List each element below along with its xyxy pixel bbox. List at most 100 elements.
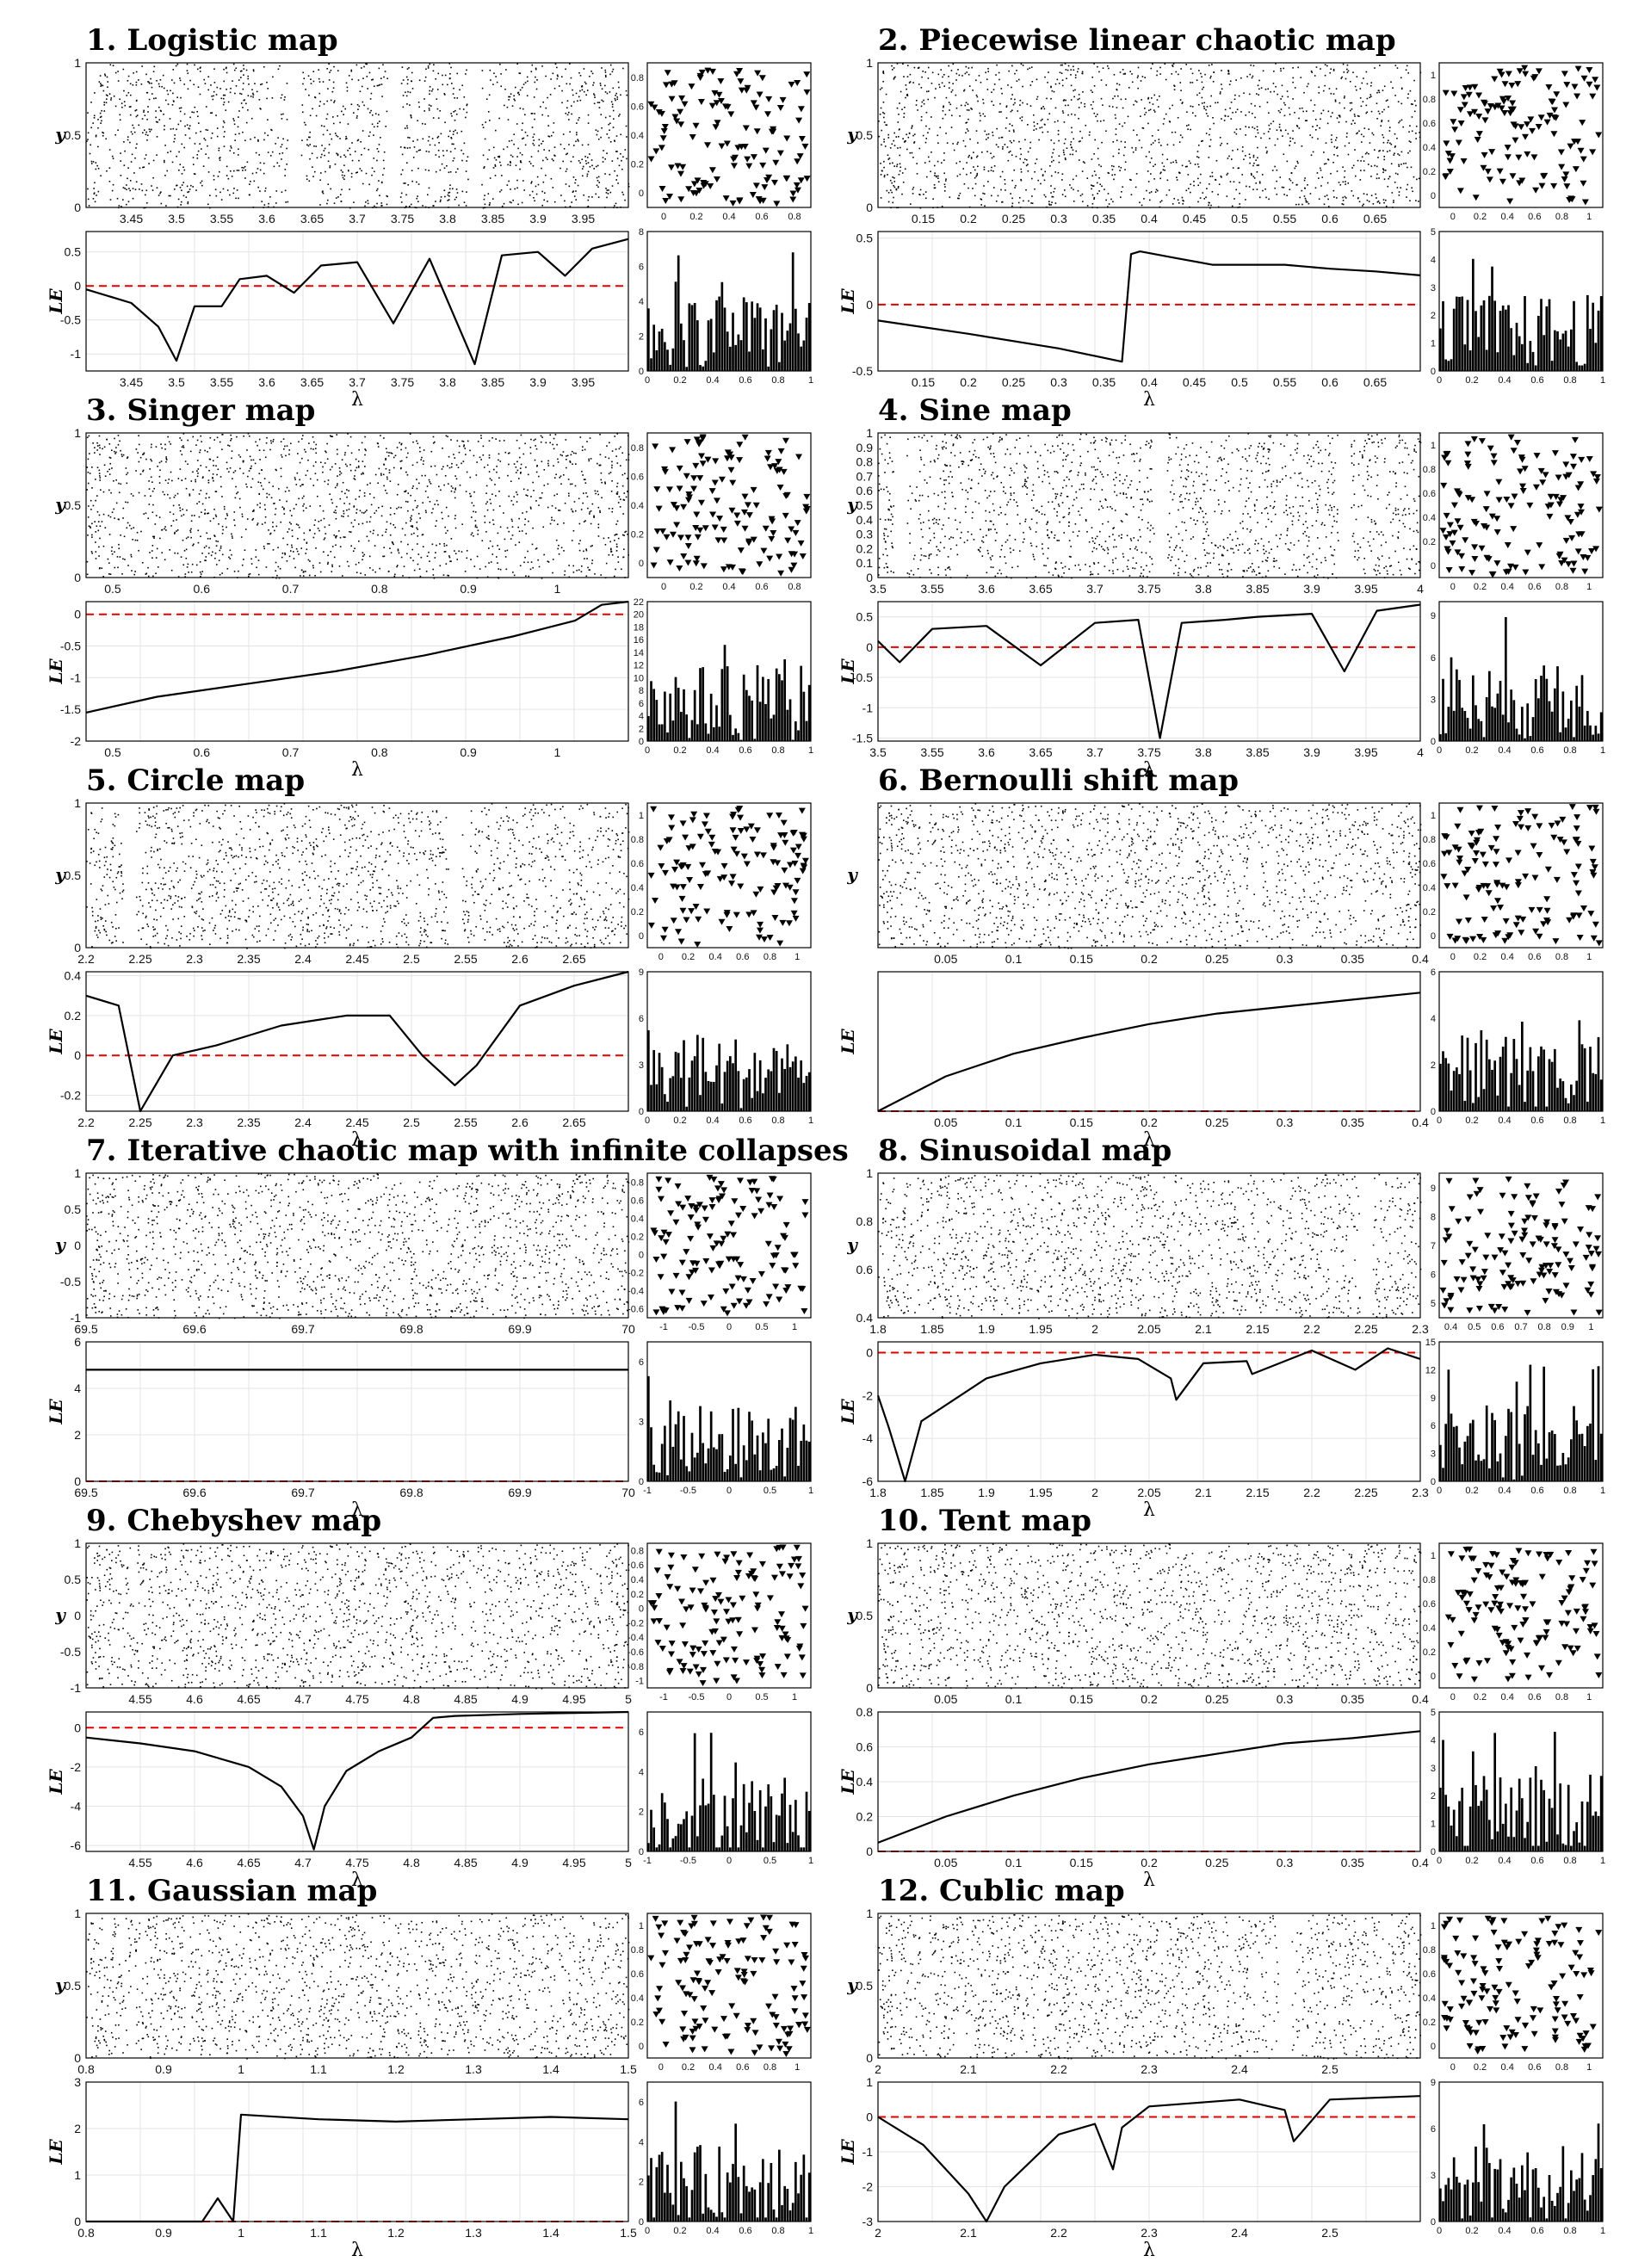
bifurcation-point bbox=[937, 181, 940, 182]
bifurcation-point bbox=[568, 565, 570, 566]
bifurcation-point bbox=[355, 509, 358, 510]
bifurcation-point bbox=[572, 176, 575, 178]
bifurcation-point bbox=[301, 438, 303, 440]
bifurcation-point bbox=[461, 130, 463, 133]
bifurcation-point bbox=[974, 195, 976, 197]
bifurcation-point bbox=[172, 127, 175, 130]
bifurcation-point bbox=[326, 442, 328, 445]
scatter-point bbox=[793, 182, 801, 188]
bifurcation-point bbox=[488, 120, 491, 121]
bifurcation-point bbox=[560, 483, 562, 485]
bifurcation-point bbox=[407, 78, 409, 81]
bifurcation-point bbox=[305, 553, 307, 554]
bifurcation-point bbox=[1304, 120, 1307, 121]
bifurcation-point bbox=[380, 202, 383, 204]
scatter-frame bbox=[1438, 62, 1604, 208]
bifurcation-point bbox=[436, 89, 439, 90]
bifurcation-point bbox=[1015, 155, 1017, 158]
bifurcation-point bbox=[1301, 203, 1303, 206]
histogram-bar bbox=[1575, 362, 1579, 371]
bifurcation-point bbox=[160, 443, 162, 445]
bifurcation-point bbox=[1022, 65, 1024, 66]
bifurcation-point bbox=[1400, 187, 1402, 188]
bifurcation-point bbox=[207, 89, 209, 91]
bifurcation-point bbox=[986, 78, 988, 81]
scatter-point bbox=[1586, 66, 1593, 73]
bifurcation-point bbox=[312, 448, 314, 450]
histogram-bar bbox=[1477, 337, 1481, 371]
panel-title: 1. Logistic map bbox=[86, 23, 338, 58]
bifurcation-point bbox=[611, 464, 613, 467]
bifurcation-point bbox=[111, 546, 113, 548]
bifurcation-point bbox=[1051, 161, 1053, 163]
bifurcation-point bbox=[363, 491, 366, 494]
bifurcation-point bbox=[89, 152, 91, 155]
bifurcation-point bbox=[515, 472, 517, 473]
bifurcation-point bbox=[1377, 201, 1380, 202]
bifurcation-point bbox=[1005, 127, 1007, 129]
bifurcation-point bbox=[1008, 151, 1011, 153]
bifurcation-point bbox=[1251, 77, 1253, 79]
bifurcation-point bbox=[1245, 199, 1246, 201]
bifurcation-point bbox=[887, 192, 890, 194]
bifurcation-point bbox=[194, 143, 196, 145]
bif-xtick-label: 0.2 bbox=[960, 212, 977, 226]
bifurcation-point bbox=[879, 113, 881, 115]
bifurcation-point bbox=[288, 522, 291, 523]
bifurcation-point bbox=[533, 439, 535, 442]
bifurcation-point bbox=[602, 157, 604, 158]
bifurcation-point bbox=[1388, 120, 1389, 122]
bifurcation-point bbox=[572, 89, 573, 91]
bifurcation-point bbox=[112, 65, 114, 66]
bifurcation-point bbox=[244, 139, 246, 142]
bifurcation-point bbox=[489, 478, 492, 479]
bifurcation-point bbox=[597, 186, 599, 188]
bifurcation-point bbox=[1312, 110, 1314, 112]
bifurcation-point bbox=[475, 474, 478, 476]
bifurcation-point bbox=[887, 133, 890, 136]
bifurcation-point bbox=[243, 65, 244, 66]
bifurcation-point bbox=[343, 454, 346, 456]
bifurcation-point bbox=[1240, 77, 1242, 79]
bifurcation-point bbox=[564, 502, 566, 504]
bifurcation-point bbox=[309, 158, 311, 160]
bifurcation-point bbox=[583, 194, 584, 196]
bifurcation-point bbox=[1343, 96, 1345, 99]
bifurcation-point bbox=[1346, 64, 1349, 66]
bifurcation-point bbox=[357, 561, 360, 564]
bifurcation-point bbox=[250, 117, 253, 120]
bifurcation-point bbox=[462, 108, 465, 110]
bifurcation-point bbox=[626, 478, 628, 479]
bifurcation-point bbox=[1050, 192, 1052, 194]
bifurcation-point bbox=[351, 159, 354, 162]
bifurcation-point bbox=[617, 537, 620, 540]
bifurcation-point bbox=[318, 77, 320, 80]
bifurcation-point bbox=[1363, 170, 1365, 171]
bifurcation-point bbox=[387, 570, 390, 572]
bifurcation-point bbox=[94, 201, 96, 203]
bifurcation-point bbox=[1354, 122, 1356, 125]
bifurcation-point bbox=[358, 496, 361, 497]
bifurcation-point bbox=[1209, 145, 1211, 147]
bifurcation-point bbox=[135, 181, 138, 183]
bifurcation-point bbox=[270, 129, 273, 132]
bifurcation-point bbox=[153, 487, 156, 490]
bifurcation-point bbox=[1124, 141, 1126, 143]
bifurcation-point bbox=[424, 491, 427, 492]
bifurcation-point bbox=[1221, 70, 1222, 71]
bifurcation-point bbox=[400, 83, 403, 84]
bifurcation-point bbox=[1230, 158, 1233, 160]
bifurcation-point bbox=[179, 437, 181, 439]
bifurcation-point bbox=[611, 508, 614, 510]
bifurcation-point bbox=[307, 559, 310, 561]
bifurcation-point bbox=[139, 188, 140, 190]
bifurcation-point bbox=[582, 446, 584, 448]
bifurcation-point bbox=[902, 63, 904, 65]
bifurcation-point bbox=[1115, 133, 1117, 136]
bifurcation-point bbox=[987, 181, 989, 182]
bifurcation-point bbox=[1166, 144, 1169, 145]
hist-xtick-label: 0 bbox=[1437, 375, 1442, 386]
bifurcation-point bbox=[396, 565, 399, 566]
bifurcation-plot: 3.45 3.5 3.55 3.6 3.65 3.7 3.75 3.8 3.85 3.9 3.950… bbox=[54, 56, 630, 226]
bifurcation-point bbox=[530, 561, 533, 563]
